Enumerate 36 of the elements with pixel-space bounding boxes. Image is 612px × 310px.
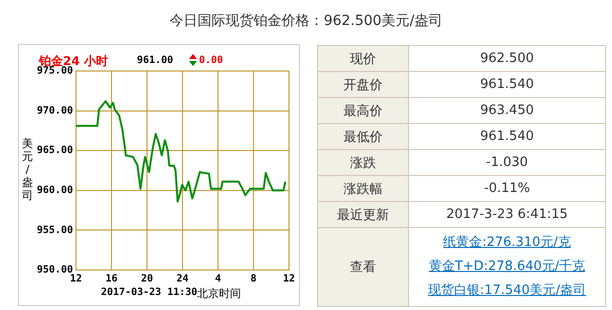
category-label: 查看 bbox=[318, 228, 408, 306]
chart-title: 今日国际现货铂金价格：962.500美元/盎司 bbox=[168, 12, 444, 30]
category-label: 最近更新 bbox=[318, 202, 408, 228]
text: -1.030 bbox=[486, 155, 528, 170]
text: 纸黄金:276.310元/克 bbox=[442, 234, 572, 252]
y-axis-title: 美元/盎司 bbox=[21, 137, 34, 202]
text: 962.500 bbox=[480, 51, 534, 66]
category-label: 现价 bbox=[318, 46, 408, 72]
category-label: 开盘价 bbox=[318, 72, 408, 98]
y-tick-label: 970.00 bbox=[36, 105, 73, 116]
text: 961.540 bbox=[480, 129, 534, 144]
y-tick-label: 965.00 bbox=[36, 145, 73, 156]
text: 2017-03-23 11:30 bbox=[101, 287, 198, 298]
category-label: 最低价 bbox=[318, 124, 408, 150]
category-label: 最高价 bbox=[318, 98, 408, 124]
category-label: 涨跌 bbox=[318, 150, 408, 176]
x-axis-title: 北京时间 bbox=[197, 286, 241, 301]
x-tick-label: 12 bbox=[282, 274, 296, 285]
text: -0.11% bbox=[484, 181, 530, 196]
text: 2017-3-23 6:41:15 bbox=[446, 207, 568, 222]
x-tick-label: 8 bbox=[250, 274, 256, 285]
category-label: 涨跌幅 bbox=[318, 176, 408, 202]
x-tick-label: 16 bbox=[105, 274, 118, 285]
y-tick-label: 955.00 bbox=[36, 224, 73, 236]
text: 961.00 bbox=[137, 55, 174, 66]
x-tick-label: 4 bbox=[214, 274, 221, 285]
y-tick-label: 960.00 bbox=[36, 184, 73, 196]
x-tick-label: 24 bbox=[176, 274, 189, 285]
x-tick-label: 20 bbox=[140, 274, 154, 285]
text: 黄金T+D:278.640元/千克 bbox=[428, 258, 586, 276]
text: 0.00 bbox=[199, 55, 224, 66]
text: 961.540 bbox=[480, 77, 534, 92]
text: 963.450 bbox=[480, 103, 534, 118]
x-tick-label: 12 bbox=[70, 274, 82, 285]
text: 现货白银:17.540美元/盎司 bbox=[426, 282, 588, 300]
y-tick-label: 975.00 bbox=[36, 66, 73, 77]
